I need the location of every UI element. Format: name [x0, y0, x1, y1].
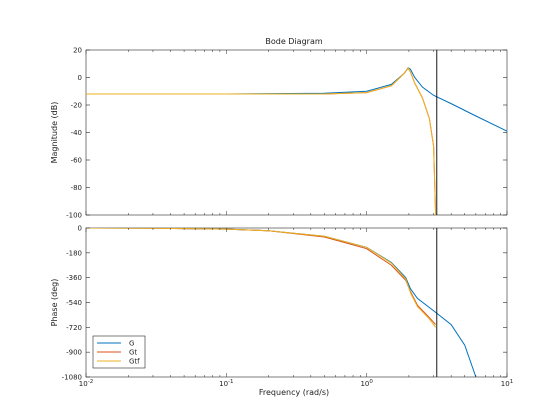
x-tick-label: 101: [501, 379, 513, 388]
magnitude-ylabel: Magnitude (dB): [50, 102, 59, 164]
legend-label-gt: Gt: [129, 349, 137, 357]
phase-y-tick-label: -180: [66, 249, 82, 257]
legend-label-g: G: [129, 340, 134, 348]
phase-y-tick-label: 0: [78, 225, 82, 233]
chart-title: Bode Diagram: [265, 37, 322, 46]
x-tick-label: 100: [360, 379, 373, 388]
phase-y-tick-label: -900: [66, 349, 82, 357]
x-tick-label: 10-1: [219, 379, 233, 388]
magnitude-y-tick-label: 0: [78, 74, 82, 82]
phase-y-ticks: 0 -180 -360 -540 -720 -900 -1080: [62, 225, 508, 382]
phase-ylabel: Phase (deg): [50, 279, 59, 327]
x-axis-label: Frequency (rad/s): [259, 388, 329, 397]
legend-label-gtf: Gtf: [129, 358, 140, 366]
magnitude-y-ticks: 20 0 -20 -40 -60 -80 -100: [66, 47, 508, 220]
magnitude-y-tick-label: -40: [71, 129, 82, 137]
phase-y-tick-label: -360: [66, 274, 82, 282]
magnitude-y-tick-label: -60: [71, 157, 82, 165]
x-tick-label: 10-2: [79, 379, 93, 388]
x-axis-ticks: 10-2 10-1 100 101: [79, 379, 513, 388]
phase-axes-frame: [85, 227, 508, 378]
magnitude-y-tick-label: -80: [71, 184, 82, 192]
phase-y-tick-label: -720: [66, 324, 82, 332]
phase-y-tick-label: -1080: [62, 374, 82, 382]
phase-series-gtf-line: [86, 228, 437, 328]
magnitude-y-tick-label: -100: [66, 212, 82, 220]
magnitude-y-tick-label: -20: [71, 102, 82, 110]
magnitude-series-g-line: [86, 67, 507, 132]
phase-series-group: [86, 228, 477, 377]
phase-panel: 0 -180 -360 -540 -720 -900 -1080 Phase (deg): [50, 225, 508, 382]
magnitude-y-tick-label: 20: [73, 47, 82, 55]
magnitude-series-gtf-line: [86, 66, 437, 215]
phase-y-tick-label: -540: [66, 299, 82, 307]
magnitude-axes-frame: [85, 49, 508, 216]
magnitude-panel: 20 0 -20 -40 -60 -80 -100 Magnitude (dB): [50, 47, 508, 220]
magnitude-series-group: [86, 66, 507, 215]
